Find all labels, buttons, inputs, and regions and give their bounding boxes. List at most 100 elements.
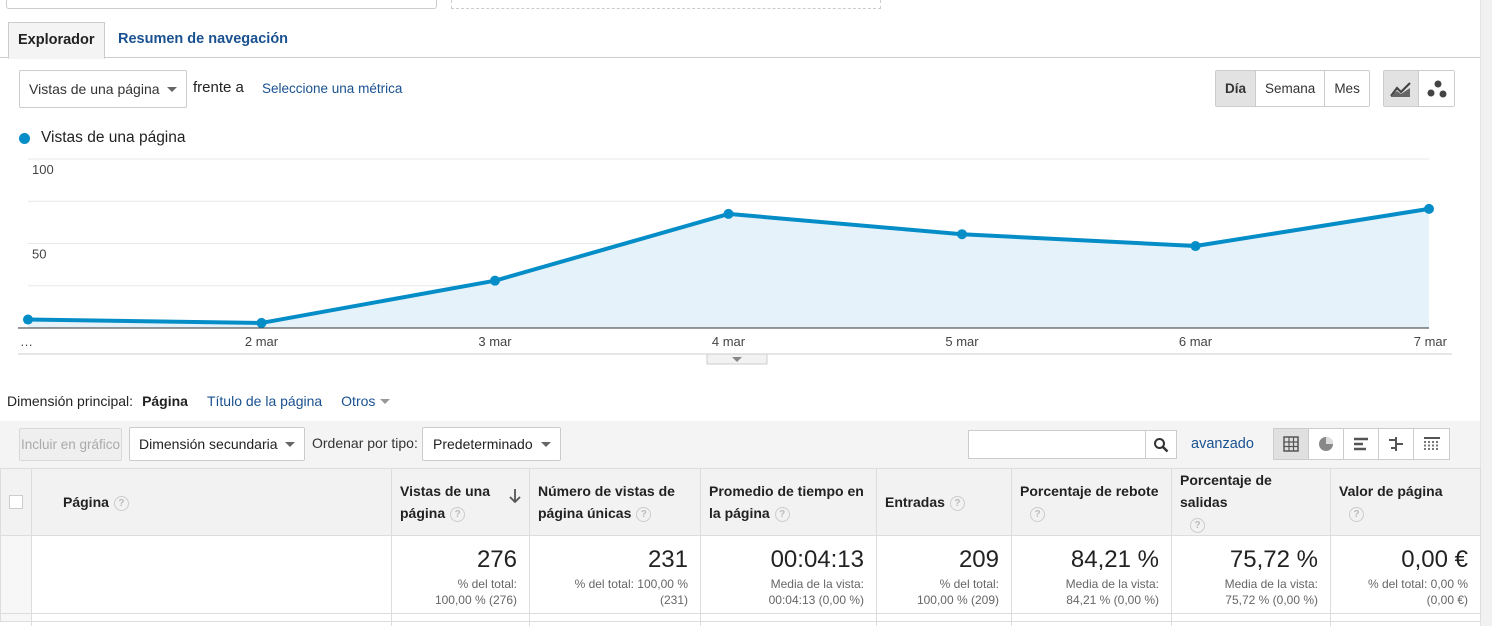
column-divider [700, 614, 701, 626]
report-tabs: Explorador Resumen de navegación [0, 22, 1480, 59]
search-icon[interactable] [1145, 431, 1176, 458]
help-icon[interactable]: ? [949, 495, 965, 511]
primary-dimension-row: Dimensión principal: Página Título de la… [7, 393, 391, 409]
select-metric-link[interactable]: Seleccione una métrica [262, 81, 403, 96]
total-sub: 84,21 % (0,00 %) [1066, 593, 1159, 607]
advanced-filter-link[interactable]: avanzado [1191, 436, 1254, 452]
comparison-view-icon[interactable] [1379, 429, 1414, 459]
performance-view-icon[interactable] [1344, 429, 1379, 459]
pie-view-icon[interactable] [1309, 429, 1344, 459]
total-exit: 75,72 % Media de la vista: 75,72 % (0,00 %… [1171, 535, 1331, 622]
scrollbar[interactable] [1480, 0, 1492, 626]
period-week-button[interactable]: Semana [1256, 71, 1326, 106]
sort-desc-icon [509, 489, 521, 504]
table-header-row: Página? Vistas de una página? Número de … [0, 468, 1481, 536]
y-tick-label: 100 [32, 162, 54, 177]
chart-type-selector [1383, 70, 1455, 107]
metric-selector-label: Vistas de una página [29, 81, 160, 97]
pageviews-chart: 100 50 … 2 mar 3 mar 4 mar 5 mar 6 mar 7 mar [18, 158, 1452, 365]
pivot-view-icon[interactable] [1414, 429, 1449, 459]
total-unique: 231 % del total: 100,00 % (231) [529, 535, 701, 622]
total-sub: Media de la vista: [770, 577, 864, 591]
total-sub: Media de la vista: [1065, 577, 1159, 591]
sort-type-label: Ordenar por tipo: [312, 435, 418, 451]
tab-explorer[interactable]: Explorador [8, 22, 105, 59]
x-tick-label: 3 mar [478, 334, 512, 349]
help-icon[interactable]: ? [1030, 506, 1045, 522]
total-sub: (231) [659, 593, 688, 607]
header-avg-time[interactable]: Promedio de tiempo en la página? [700, 468, 877, 536]
select-all-checkbox[interactable] [9, 495, 23, 509]
column-divider [529, 614, 530, 626]
dimension-page[interactable]: Página [142, 393, 188, 409]
total-bounce: 84,21 % Media de la vista: 84,21 % (0,00 %… [1011, 535, 1172, 622]
column-divider [391, 614, 392, 626]
data-point [1424, 203, 1434, 214]
total-page-value: 0,00 € % del total: 0,00 % (0,00 €) [1330, 535, 1481, 622]
secondary-dimension-label: Dimensión secundaria [139, 436, 278, 452]
header-entrances-label: Entradas [885, 494, 945, 510]
total-value: 75,72 % [1229, 546, 1318, 573]
segment-box[interactable] [6, 0, 437, 9]
header-page[interactable]: Página? [31, 468, 392, 536]
total-sub: % del total: [457, 577, 517, 591]
chevron-down-icon [732, 357, 742, 362]
total-value: 00:04:13 [770, 546, 864, 573]
period-day-button[interactable]: Día [1216, 71, 1257, 106]
help-icon[interactable]: ? [1190, 517, 1205, 533]
sort-type-value: Predeterminado [433, 436, 533, 452]
dimension-page-title[interactable]: Título de la página [206, 393, 323, 409]
motion-chart-icon[interactable] [1419, 71, 1454, 106]
header-avg-time-label: Promedio de tiempo en la página [709, 483, 864, 521]
tab-navigation-summary[interactable]: Resumen de navegación [118, 31, 289, 47]
y-tick-label: 50 [32, 247, 46, 262]
period-month-button[interactable]: Mes [1325, 71, 1369, 106]
add-segment-box[interactable] [451, 0, 881, 9]
header-page-value[interactable]: Valor de página? [1330, 468, 1481, 536]
header-pageviews[interactable]: Vistas de una página? [391, 468, 530, 536]
help-icon[interactable]: ? [450, 506, 466, 522]
total-sub: % del total: 0,00 % [1367, 577, 1468, 591]
totals-label-cell [31, 535, 392, 622]
line-chart-icon[interactable] [1384, 71, 1419, 106]
data-point [256, 317, 267, 328]
total-sub: 100,00 % (209) [916, 593, 999, 607]
header-entrances[interactable]: Entradas? [876, 468, 1012, 536]
legend-dot-icon [19, 132, 30, 144]
series-area [28, 208, 1429, 328]
help-icon[interactable]: ? [636, 506, 652, 522]
total-entrances: 209 % del total: 100,00 % (209) [876, 535, 1012, 622]
table-view-icon[interactable] [1274, 429, 1309, 459]
period-selector: Día Semana Mes [1215, 70, 1370, 107]
data-table: Página? Vistas de una página? Número de … [0, 468, 1481, 622]
help-icon[interactable]: ? [774, 506, 790, 522]
total-sub: Media de la vista: [1224, 577, 1318, 591]
x-tick-label: 6 mar [1179, 334, 1213, 349]
header-bounce-rate[interactable]: Porcentaje de rebote? [1011, 468, 1172, 536]
header-unique-pageviews[interactable]: Número de vistas de página únicas? [529, 468, 701, 536]
column-divider [1171, 614, 1172, 626]
table-search-input[interactable] [968, 430, 1177, 459]
total-sub: % del total: 100,00 % [574, 577, 688, 591]
help-icon[interactable]: ? [113, 495, 129, 511]
help-icon[interactable]: ? [1349, 506, 1364, 522]
x-tick-label: 4 mar [712, 334, 746, 349]
table-toolbar: Incluir en gráfico Dimensión secundaria … [0, 421, 1480, 468]
x-tick-label: 7 mar [1414, 334, 1448, 349]
chevron-down-icon [541, 442, 551, 447]
sort-type-dropdown[interactable]: Predeterminado [422, 427, 561, 461]
metric-selector[interactable]: Vistas de una página [19, 70, 187, 108]
legend-label: Vistas de una página [41, 129, 186, 146]
header-exit-label: Porcentaje de salidas [1180, 472, 1272, 510]
totals-checkbox-cell [0, 535, 32, 622]
dimension-other-menu[interactable]: Otros [341, 393, 391, 409]
include-in-chart-button[interactable]: Incluir en gráfico [19, 428, 122, 461]
header-value-label: Valor de página [1339, 483, 1443, 499]
total-sub: 75,72 % (0,00 %) [1225, 593, 1318, 607]
header-exit-rate[interactable]: Porcentaje de salidas? [1171, 468, 1331, 536]
table-view-selector [1273, 428, 1450, 460]
data-point [957, 229, 967, 240]
table-row[interactable] [0, 613, 1480, 626]
secondary-dimension-dropdown[interactable]: Dimensión secundaria [129, 427, 305, 461]
data-point [1190, 241, 1201, 252]
